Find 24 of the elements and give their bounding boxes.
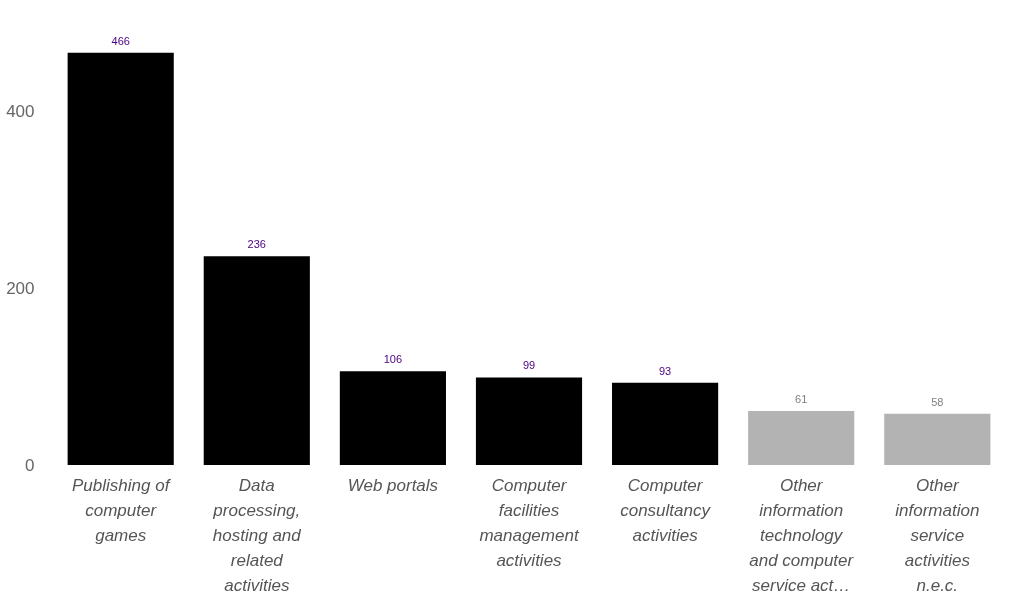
x-tick-label: Computer consultancy activities	[620, 475, 712, 545]
y-tick-label: 400	[6, 101, 35, 121]
bar	[67, 52, 174, 465]
bar	[475, 377, 583, 465]
bar	[203, 256, 310, 465]
bar	[612, 382, 719, 465]
data-label: 466	[111, 34, 130, 47]
x-tick-label: Other information technology and computer service act…	[749, 475, 855, 595]
bar	[884, 413, 991, 465]
x-tick-label: Data processing, hosting and related activities	[212, 475, 302, 595]
data-label: 99	[522, 359, 536, 372]
bar	[339, 371, 446, 465]
y-tick-label: 0	[25, 455, 35, 475]
data-label: 58	[931, 395, 944, 408]
data-label: 106	[383, 353, 403, 366]
data-label: 93	[658, 364, 672, 377]
bar	[748, 411, 855, 465]
y-tick-label: 200	[6, 278, 35, 298]
data-label: 236	[247, 238, 266, 251]
x-tick-label: Computer facilities management activities	[479, 475, 580, 570]
x-tick-label: Publishing of computer games	[72, 475, 172, 545]
x-tick-label: Web portals	[347, 475, 439, 495]
data-label: 61	[795, 393, 808, 406]
x-tick-label: Other information service activities n.e.c.	[895, 475, 980, 595]
